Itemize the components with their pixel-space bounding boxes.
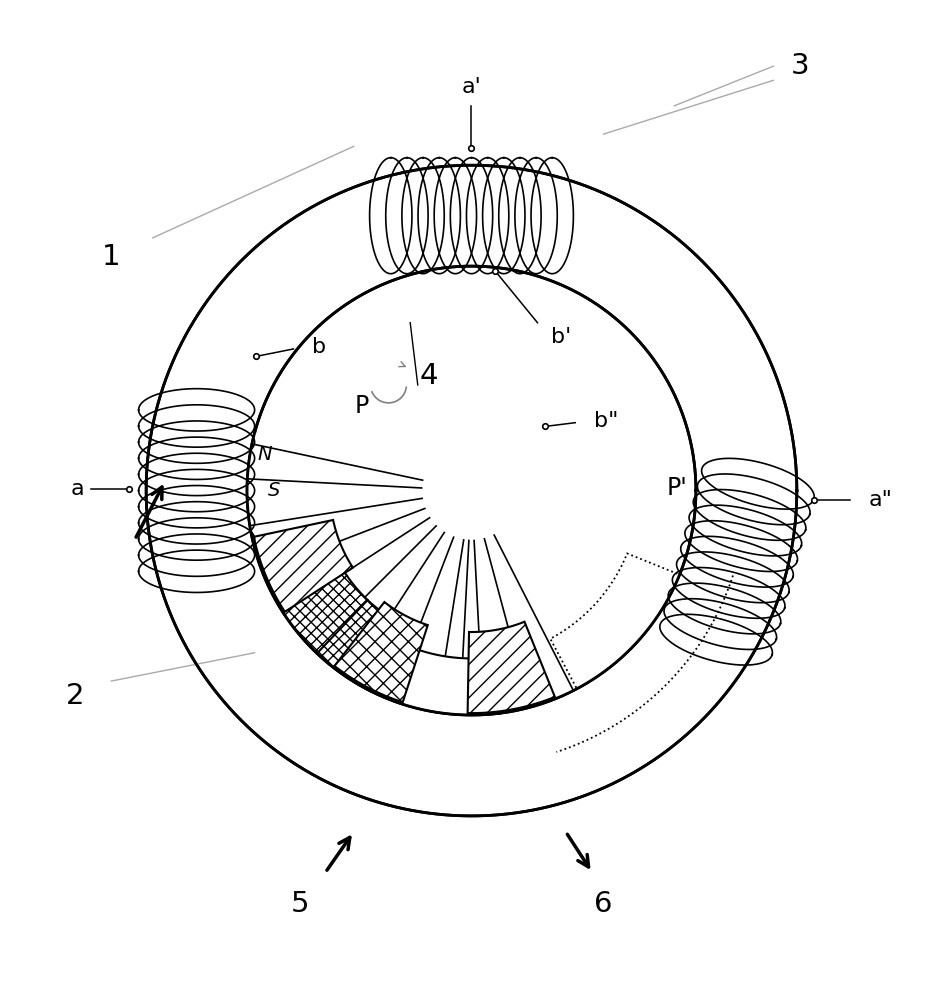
Text: b: b: [312, 337, 326, 357]
Polygon shape: [335, 602, 428, 702]
Text: 5: 5: [290, 890, 309, 918]
Text: 1: 1: [102, 243, 121, 271]
Text: 3: 3: [790, 52, 809, 80]
Text: 6: 6: [594, 890, 613, 918]
Polygon shape: [254, 520, 353, 612]
Polygon shape: [268, 554, 415, 699]
Text: b': b': [551, 327, 571, 347]
Text: 2: 2: [66, 682, 85, 710]
Text: S: S: [268, 481, 281, 500]
Text: a": a": [869, 490, 892, 510]
Text: a: a: [71, 479, 84, 499]
Text: P': P': [667, 476, 687, 500]
Polygon shape: [551, 553, 680, 689]
Text: N: N: [257, 445, 273, 464]
Text: 4: 4: [420, 362, 438, 390]
Polygon shape: [468, 622, 554, 713]
Text: a': a': [462, 77, 481, 97]
Text: b": b": [594, 411, 619, 431]
Text: P: P: [355, 394, 370, 418]
Polygon shape: [247, 432, 584, 715]
Polygon shape: [395, 648, 503, 715]
